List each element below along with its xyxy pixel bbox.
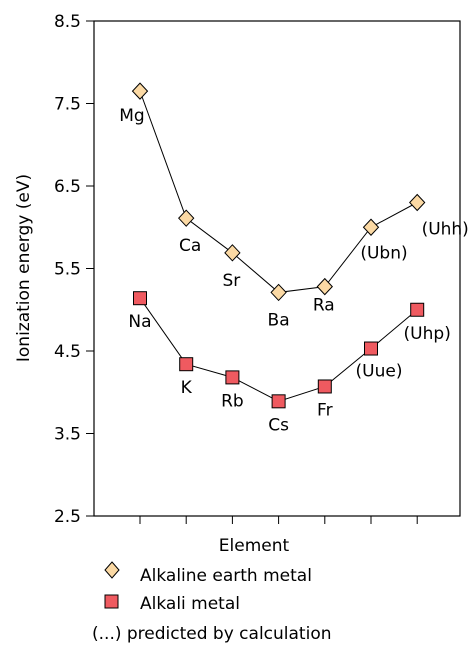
legend: Alkaline earth metal Alkali metal (...) … bbox=[92, 561, 332, 644]
series-alkali: Na K Rb Cs Fr (Uue)(Uhp) bbox=[128, 291, 451, 435]
diamond-marker bbox=[224, 244, 241, 262]
square-marker bbox=[225, 370, 240, 385]
legend-diamond-marker bbox=[104, 561, 120, 579]
point-label: Sr bbox=[223, 271, 241, 291]
square-marker bbox=[271, 394, 286, 409]
point-label: (Uhh) bbox=[422, 220, 469, 240]
y-axis-title: Ionization energy (eV) bbox=[14, 174, 34, 362]
square-marker bbox=[410, 302, 425, 317]
legend-square-marker bbox=[104, 594, 119, 609]
point-label: K bbox=[181, 378, 193, 398]
y-tick-label: 6.5 bbox=[54, 177, 81, 197]
y-tick-label: 7.5 bbox=[54, 95, 81, 115]
series-layer: Mg Ca Sr Ba Ra (Ubn) (Uhh) Na K Rb Cs Fr (Uue)(Uhp) bbox=[119, 82, 469, 435]
diamond-marker bbox=[316, 277, 333, 296]
square-marker bbox=[133, 291, 147, 306]
plot-frame bbox=[93, 20, 461, 517]
point-label: Na bbox=[128, 312, 151, 332]
square-marker bbox=[317, 379, 332, 394]
legend-entry-alkali: Alkali metal bbox=[104, 594, 240, 614]
diamond-marker bbox=[409, 193, 426, 212]
y-tick-label: 8.5 bbox=[54, 12, 81, 32]
y-tick-label: 3.5 bbox=[54, 425, 81, 445]
point-label: (Ubn) bbox=[360, 243, 407, 263]
point-label: Rb bbox=[221, 391, 244, 411]
diamond-marker bbox=[131, 82, 149, 100]
point-label: Fr bbox=[317, 400, 333, 420]
point-label: (Uhp) bbox=[404, 324, 451, 344]
legend-label-alkaline-earth: Alkaline earth metal bbox=[140, 566, 312, 586]
point-label: Ba bbox=[268, 310, 290, 330]
point-label: Cs bbox=[268, 415, 289, 435]
x-axis-title: Element bbox=[219, 536, 290, 556]
point-label: Mg bbox=[119, 106, 144, 126]
legend-note: (...) predicted by calculation bbox=[92, 624, 332, 644]
y-tick-label: 4.5 bbox=[54, 342, 81, 362]
y-tick-label: 5.5 bbox=[54, 260, 81, 280]
square-marker bbox=[179, 357, 194, 372]
diamond-marker bbox=[270, 283, 287, 302]
square-marker bbox=[364, 341, 378, 356]
diamond-marker bbox=[178, 209, 195, 227]
y-tick-label: 2.5 bbox=[54, 507, 81, 527]
point-label: Ra bbox=[313, 296, 335, 316]
point-label: Ca bbox=[179, 236, 201, 256]
legend-entry-alkaline-earth: Alkaline earth metal bbox=[104, 561, 312, 586]
series-alkaline-earth: Mg Ca Sr Ba Ra (Ubn) (Uhh) bbox=[119, 82, 469, 330]
diamond-marker bbox=[362, 218, 380, 236]
y-axis: 2.5 3.5 4.5 5.5 6.5 7.5 8.5 bbox=[54, 12, 94, 527]
x-axis bbox=[139, 516, 418, 524]
legend-label-alkali: Alkali metal bbox=[140, 594, 240, 614]
point-label: (Uue) bbox=[356, 362, 403, 382]
